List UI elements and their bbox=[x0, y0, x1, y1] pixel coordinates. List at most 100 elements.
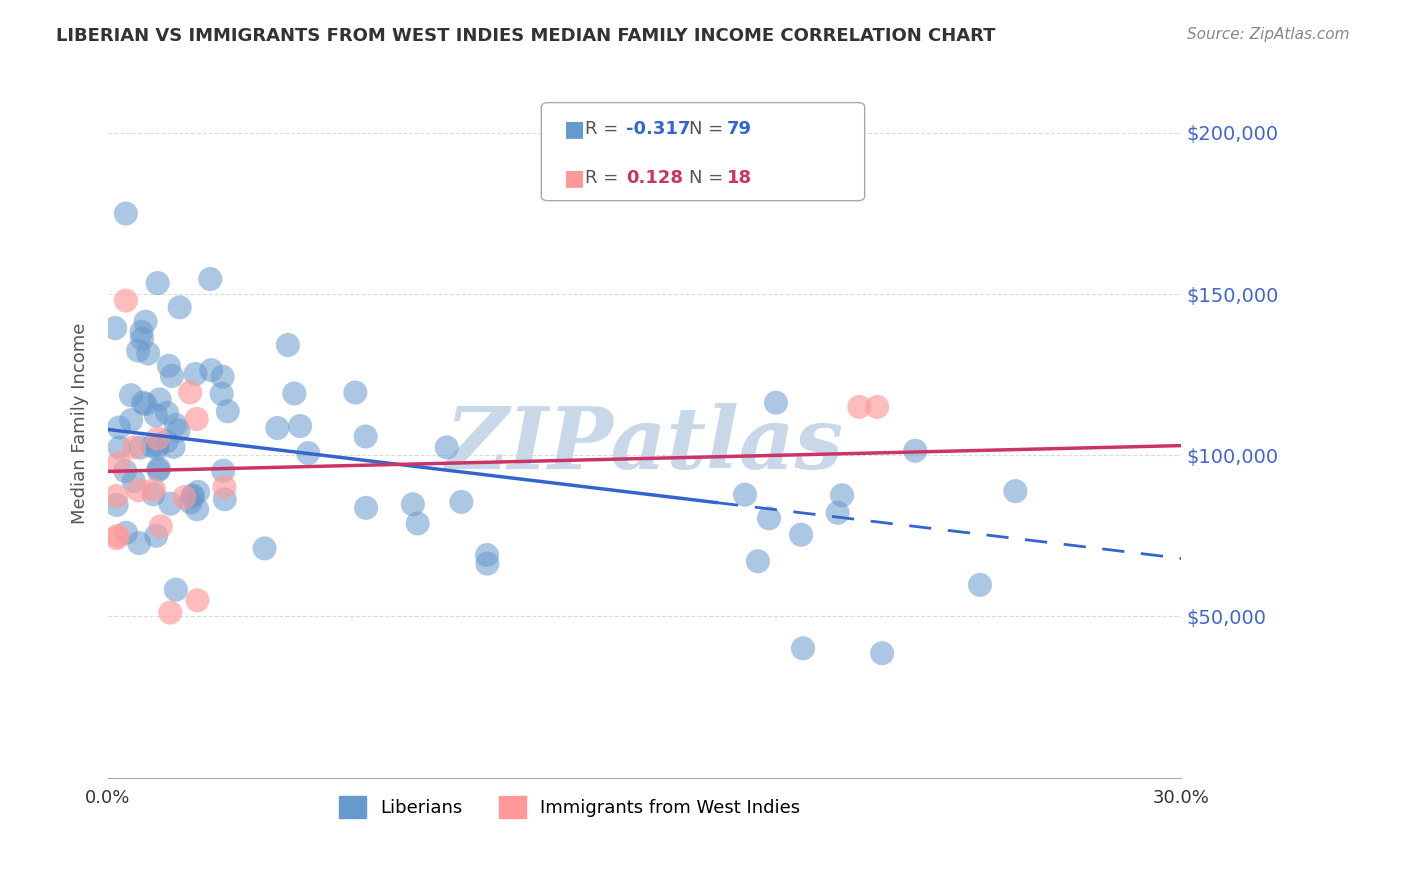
Point bbox=[114, 464, 136, 478]
Point bbox=[283, 386, 305, 401]
Point bbox=[187, 484, 209, 499]
Point bbox=[790, 527, 813, 541]
Point bbox=[186, 593, 208, 607]
Point bbox=[969, 578, 991, 592]
Point bbox=[135, 315, 157, 329]
Point bbox=[792, 641, 814, 656]
Point bbox=[108, 420, 131, 434]
Point bbox=[146, 438, 169, 452]
Point bbox=[146, 431, 169, 445]
Point bbox=[105, 489, 128, 503]
Point bbox=[169, 301, 191, 315]
Point bbox=[129, 441, 152, 455]
Point bbox=[165, 417, 187, 432]
Point bbox=[184, 367, 207, 381]
Point bbox=[148, 463, 170, 477]
Point bbox=[848, 400, 870, 414]
Point bbox=[157, 359, 180, 373]
Point bbox=[344, 385, 367, 400]
Point bbox=[186, 412, 208, 426]
Point bbox=[450, 495, 472, 509]
Point bbox=[146, 442, 169, 456]
Point bbox=[128, 483, 150, 498]
Text: 0.128: 0.128 bbox=[626, 169, 683, 187]
Point bbox=[200, 363, 222, 377]
Point bbox=[402, 497, 425, 511]
Y-axis label: Median Family Income: Median Family Income bbox=[72, 322, 89, 524]
Point bbox=[904, 443, 927, 458]
Point bbox=[165, 582, 187, 597]
Text: ■: ■ bbox=[564, 120, 585, 139]
Point bbox=[758, 511, 780, 525]
Point bbox=[108, 441, 131, 455]
Point bbox=[297, 446, 319, 460]
Point bbox=[156, 434, 179, 449]
Text: Source: ZipAtlas.com: Source: ZipAtlas.com bbox=[1187, 27, 1350, 42]
Text: N =: N = bbox=[689, 169, 728, 187]
Point bbox=[866, 400, 889, 414]
Legend: Liberians, Immigrants from West Indies: Liberians, Immigrants from West Indies bbox=[332, 789, 807, 825]
Point bbox=[181, 490, 204, 504]
Point bbox=[156, 406, 179, 420]
Point bbox=[120, 388, 142, 402]
Point bbox=[145, 529, 167, 543]
Point bbox=[354, 429, 377, 443]
Point bbox=[765, 395, 787, 409]
Point bbox=[214, 492, 236, 507]
Point bbox=[107, 456, 129, 470]
Point bbox=[211, 369, 233, 384]
Point bbox=[186, 502, 208, 516]
Point bbox=[107, 529, 129, 543]
Point bbox=[141, 439, 163, 453]
Point bbox=[734, 488, 756, 502]
Point bbox=[120, 413, 142, 427]
Point bbox=[105, 498, 128, 512]
Point bbox=[180, 495, 202, 509]
Point bbox=[266, 421, 288, 435]
Text: 18: 18 bbox=[727, 169, 752, 187]
Point bbox=[200, 272, 222, 286]
Point bbox=[179, 385, 201, 400]
Point bbox=[827, 506, 849, 520]
Point bbox=[145, 409, 167, 423]
Point bbox=[135, 397, 157, 411]
Point bbox=[127, 343, 149, 358]
Point bbox=[104, 321, 127, 335]
Point bbox=[136, 346, 159, 360]
Text: R =: R = bbox=[585, 120, 624, 138]
Point bbox=[288, 419, 311, 434]
Point bbox=[143, 483, 166, 497]
Text: -0.317: -0.317 bbox=[626, 120, 690, 138]
Point bbox=[173, 490, 195, 504]
Point bbox=[122, 474, 145, 488]
Point bbox=[105, 531, 128, 545]
Point bbox=[1004, 484, 1026, 499]
Point bbox=[149, 392, 172, 407]
Point bbox=[211, 387, 233, 401]
Point bbox=[160, 368, 183, 383]
Point bbox=[115, 293, 138, 308]
Point bbox=[148, 461, 170, 475]
Point bbox=[159, 497, 181, 511]
Point bbox=[831, 488, 853, 502]
Point bbox=[115, 525, 138, 540]
Point bbox=[253, 541, 276, 556]
Point bbox=[214, 480, 236, 494]
Point bbox=[436, 441, 458, 455]
Point bbox=[115, 206, 138, 220]
Point bbox=[146, 276, 169, 290]
Point bbox=[870, 646, 893, 660]
Text: N =: N = bbox=[689, 120, 728, 138]
Point bbox=[128, 536, 150, 550]
Point bbox=[354, 500, 377, 515]
Point bbox=[162, 440, 184, 454]
Point bbox=[142, 487, 165, 501]
Point bbox=[477, 557, 499, 571]
Point bbox=[475, 548, 498, 562]
Point bbox=[131, 332, 153, 346]
Text: ZIPatlas: ZIPatlas bbox=[446, 402, 844, 486]
Text: ■: ■ bbox=[564, 169, 585, 188]
Point bbox=[132, 395, 155, 409]
Text: LIBERIAN VS IMMIGRANTS FROM WEST INDIES MEDIAN FAMILY INCOME CORRELATION CHART: LIBERIAN VS IMMIGRANTS FROM WEST INDIES … bbox=[56, 27, 995, 45]
Point bbox=[212, 464, 235, 478]
